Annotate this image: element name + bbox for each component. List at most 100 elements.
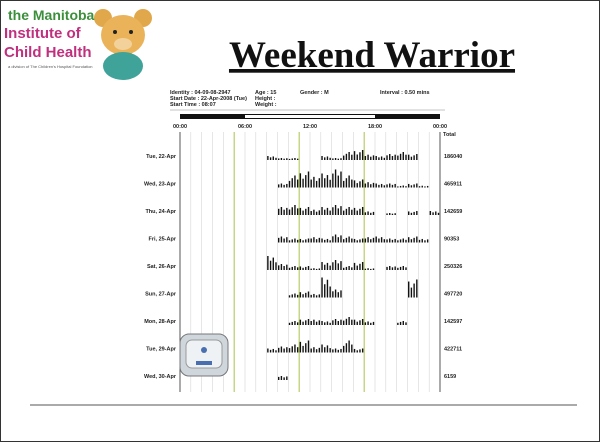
activity-bar: [346, 209, 347, 215]
activity-bar: [386, 239, 387, 242]
activity-bar: [289, 240, 290, 242]
activity-bar: [411, 185, 412, 187]
logo-line: Child Health: [4, 44, 92, 61]
activity-bar: [289, 181, 290, 188]
activity-bar: [329, 240, 330, 242]
activity-bar: [413, 212, 414, 215]
activity-bar: [343, 181, 344, 188]
activity-bar: [362, 207, 363, 215]
activity-bar: [319, 268, 320, 270]
activity-bar: [389, 213, 390, 215]
total-header: Total: [443, 132, 456, 138]
day-label: Wed, 30-Apr: [144, 374, 177, 380]
activity-bar: [389, 266, 390, 270]
activity-bar: [292, 158, 293, 160]
total-value: 497720: [444, 292, 462, 298]
activity-bar: [313, 268, 314, 270]
activity-bar: [297, 295, 298, 298]
activity-bar: [432, 212, 433, 215]
day-label: Tue, 22-Apr: [146, 154, 177, 160]
activity-bar: [367, 155, 368, 160]
activity-bar: [405, 267, 406, 270]
total-value: 90353: [444, 237, 459, 243]
activity-bar: [273, 156, 274, 160]
activity-bar: [400, 267, 401, 270]
device-image: [180, 334, 228, 376]
activity-bar: [297, 159, 298, 160]
activity-bar: [316, 269, 317, 270]
activity-bar: [313, 210, 314, 215]
activity-bar: [367, 268, 368, 270]
activity-bar: [338, 350, 339, 353]
activity-bar: [283, 266, 284, 270]
activity-bar: [370, 213, 371, 215]
activity-bar: [278, 158, 279, 160]
activity-bar: [400, 239, 401, 242]
activity-bar: [370, 269, 371, 270]
activity-bar: [376, 156, 377, 160]
activity-bar: [308, 172, 309, 188]
activity-bar: [394, 266, 395, 270]
activity-bar: [278, 377, 279, 380]
time-tick-label: 00:00: [173, 124, 187, 130]
activity-bar: [292, 207, 293, 215]
activity-bar: [438, 213, 439, 215]
activity-bar: [340, 235, 341, 242]
activity-bar: [416, 211, 417, 215]
activity-bar: [292, 346, 293, 352]
activity-bar: [394, 239, 395, 243]
activity-bar: [397, 240, 398, 242]
activity-bar: [329, 211, 330, 215]
activity-bar: [373, 238, 374, 243]
activity-bar: [281, 158, 282, 160]
activity-bar: [319, 294, 320, 297]
activity-bar: [321, 345, 322, 353]
activity-bar: [346, 267, 347, 270]
activity-bar: [405, 186, 406, 187]
activity-bar: [394, 155, 395, 160]
activity-bar: [416, 154, 417, 160]
activity-bar: [335, 290, 336, 298]
activity-bar: [413, 284, 414, 298]
day-label: Sat, 26-Apr: [147, 264, 177, 270]
activity-bar: [411, 288, 412, 298]
activity-bar: [416, 184, 417, 188]
activity-bar: [297, 208, 298, 215]
activity-bar: [365, 212, 366, 215]
activity-bar: [289, 295, 290, 297]
activity-bar: [275, 158, 276, 160]
activity-bar: [413, 155, 414, 160]
activity-bar: [302, 268, 303, 270]
activity-bar: [281, 264, 282, 270]
activity-bar: [351, 267, 352, 270]
activity-bar: [273, 349, 274, 353]
activity-bar: [335, 170, 336, 188]
activity-bar: [270, 157, 271, 160]
activity-bar: [329, 287, 330, 298]
activity-bar: [389, 184, 390, 188]
activity-bar: [365, 322, 366, 325]
activity-bar: [297, 267, 298, 270]
activity-bar: [283, 185, 284, 188]
activity-bar: [405, 322, 406, 325]
activity-bar: [321, 207, 322, 215]
activity-bar: [332, 174, 333, 188]
activity-bar: [413, 238, 414, 243]
activity-bar: [370, 239, 371, 242]
day-label: Tue, 29-Apr: [146, 347, 177, 353]
activity-bar: [370, 323, 371, 325]
activity-bar: [397, 186, 398, 187]
activity-bar: [335, 349, 336, 353]
activity-bar: [419, 186, 420, 187]
activity-bar: [348, 237, 349, 243]
activity-bar: [354, 208, 355, 215]
activity-bar: [346, 343, 347, 352]
activity-bar: [308, 207, 309, 215]
activity-bar: [327, 345, 328, 352]
activity-bar: [329, 158, 330, 160]
activity-bar: [338, 159, 339, 160]
activity-bar: [359, 264, 360, 270]
activity-bar: [354, 320, 355, 325]
activity-bar: [408, 155, 409, 160]
activity-bar: [313, 237, 314, 242]
